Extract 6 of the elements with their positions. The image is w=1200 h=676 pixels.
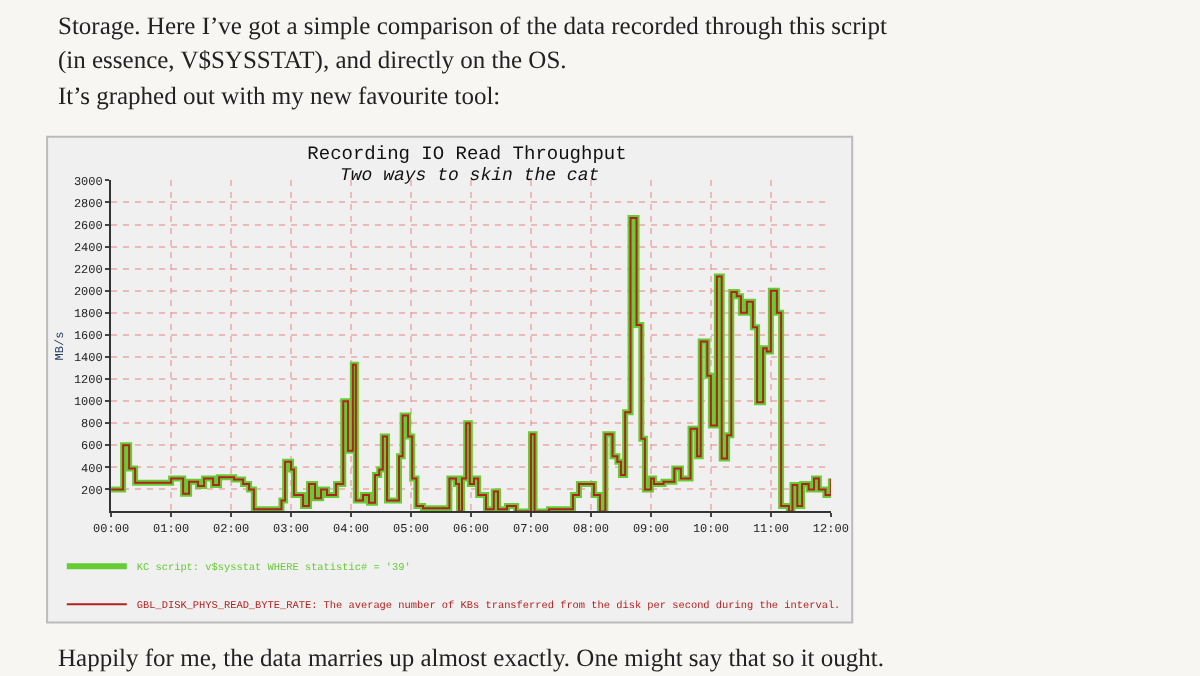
text: Happily for me, the data marries up almost exactly. One might say that so it ought. xyxy=(58,644,884,672)
text: It’s graphed out with my new favourite tool: xyxy=(58,82,501,110)
text: (in essence, V$SYSSTAT), and directly on the OS. xyxy=(58,46,567,74)
chart-title: Recording IO Read Throughput xyxy=(307,142,627,165)
chart-subtitle: Two ways to skin the cat xyxy=(340,166,600,186)
text: Storage. Here I’ve got a simple comparison of the data recorded through this script xyxy=(58,12,888,40)
